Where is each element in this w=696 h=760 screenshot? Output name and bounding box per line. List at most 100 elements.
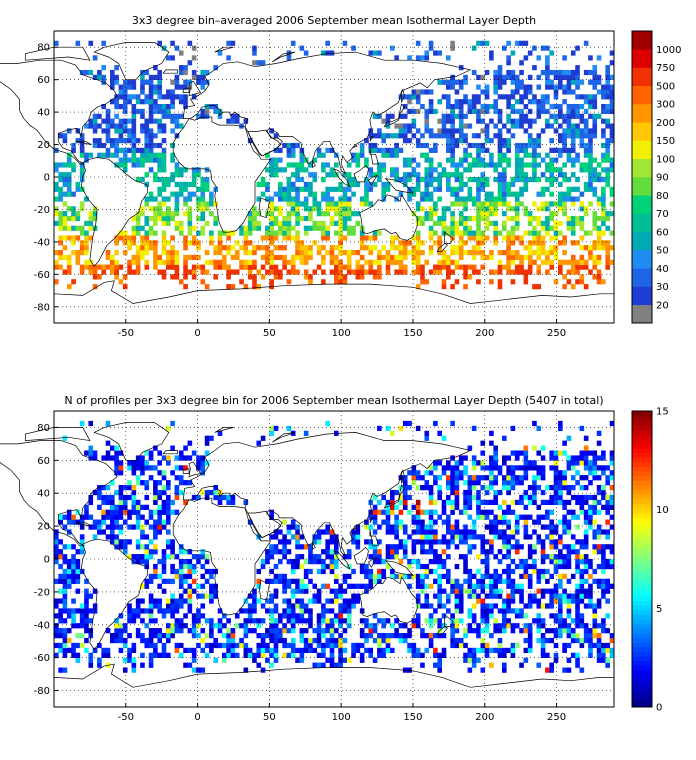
data-cell: [66, 559, 72, 565]
data-cell: [596, 172, 602, 178]
data-cell: [217, 618, 223, 624]
data-cell: [493, 583, 498, 589]
data-cell: [88, 499, 94, 506]
data-cell: [105, 118, 111, 124]
data-cell: [480, 642, 486, 649]
data-cell: [549, 79, 554, 85]
data-cell: [299, 633, 305, 639]
data-cell: [153, 652, 158, 658]
data-cell: [299, 152, 305, 158]
data-cell: [484, 201, 490, 207]
data-cell: [213, 220, 218, 226]
data-cell: [484, 647, 490, 654]
data-cell: [299, 588, 305, 594]
data-cell: [71, 250, 76, 256]
data-cell: [97, 657, 102, 663]
data-cell: [579, 504, 585, 510]
data-cell: [562, 191, 567, 197]
data-cell: [290, 519, 296, 525]
data-cell: [226, 628, 231, 634]
data-cell: [433, 465, 438, 471]
data-cell: [97, 504, 102, 510]
data-cell: [79, 152, 85, 158]
data-cell: [351, 225, 356, 231]
data-cell: [166, 55, 171, 61]
data-cell: [316, 539, 322, 545]
data-cell: [174, 123, 180, 129]
data-cell: [118, 133, 124, 139]
data-cell: [437, 539, 442, 545]
data-cell: [79, 618, 85, 624]
data-cell: [170, 539, 175, 545]
data-cell: [480, 264, 486, 270]
data-cell: [497, 138, 503, 144]
data-cell: [334, 279, 339, 285]
data-cell: [170, 128, 175, 134]
data-cell: [454, 544, 460, 550]
data-cell: [514, 215, 520, 222]
data-cell: [92, 211, 98, 217]
data-cell: [58, 573, 63, 580]
data-cell: [127, 99, 132, 105]
data-cell: [601, 642, 606, 649]
data-cell: [523, 177, 529, 183]
x-tick-label: 0: [194, 328, 200, 339]
data-cell: [609, 211, 615, 217]
data-cell: [489, 201, 494, 207]
data-cell: [286, 425, 292, 432]
data-cell: [97, 489, 102, 496]
data-cell: [407, 642, 412, 649]
data-cell: [437, 99, 442, 105]
data-cell: [596, 79, 602, 85]
data-cell: [510, 74, 516, 80]
data-cell: [377, 554, 382, 560]
data-cell: [140, 162, 145, 168]
data-cell: [601, 588, 606, 594]
data-cell: [415, 652, 421, 658]
data-cell: [351, 593, 356, 599]
data-cell: [372, 657, 378, 663]
data-cell: [66, 637, 72, 644]
data-cell: [131, 470, 137, 476]
data-cell: [519, 172, 524, 178]
data-cell: [260, 191, 266, 197]
data-cell: [110, 99, 115, 105]
data-cell: [570, 147, 576, 153]
data-cell: [553, 475, 559, 481]
data-cell: [122, 499, 128, 506]
data-cell: [463, 524, 468, 530]
data-cell: [514, 450, 520, 456]
data-cell: [118, 613, 124, 619]
data-cell: [101, 652, 106, 658]
data-cell: [282, 230, 287, 236]
data-cell: [183, 613, 188, 619]
data-cell: [295, 162, 300, 168]
data-cell: [428, 108, 434, 115]
data-cell: [558, 230, 563, 236]
data-cell: [527, 177, 533, 183]
data-cell: [514, 74, 520, 80]
data-cell: [514, 235, 520, 241]
data-cell: [407, 633, 412, 639]
data-cell: [372, 50, 378, 56]
data-cell: [484, 465, 490, 471]
data-cell: [562, 544, 567, 550]
data-cell: [265, 250, 270, 256]
data-cell: [506, 94, 511, 100]
data-cell: [295, 167, 300, 173]
data-cell: [329, 50, 335, 56]
data-cell: [605, 94, 610, 100]
data-cell: [450, 201, 455, 207]
data-cell: [256, 578, 262, 584]
data-cell: [92, 534, 98, 540]
data-cell: [79, 201, 85, 207]
data-cell: [269, 430, 274, 436]
data-cell: [519, 157, 524, 163]
data-cell: [122, 89, 128, 95]
data-cell: [562, 450, 567, 456]
data-cell: [79, 245, 85, 251]
data-cell: [553, 480, 559, 486]
data-cell: [157, 608, 162, 614]
data-cell: [420, 274, 425, 280]
data-cell: [377, 559, 382, 565]
